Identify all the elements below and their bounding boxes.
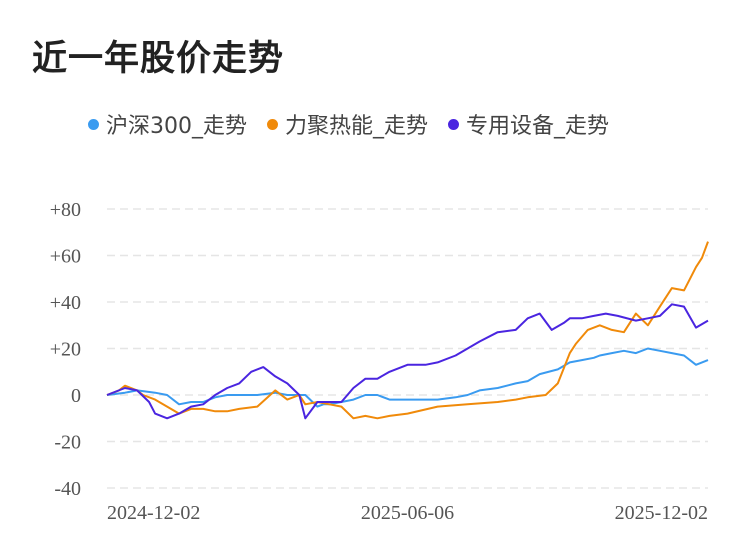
x-tick-label: 2025-12-02 <box>615 502 708 524</box>
y-tick-label: +80 <box>50 199 81 221</box>
legend-label-zhuanyongshebei: 专用设备_走势 <box>466 114 610 139</box>
series-line-lijuredeneng <box>106 241 709 420</box>
y-tick-label: +60 <box>50 246 81 268</box>
x-tick-label: 2025-06-06 <box>361 502 454 524</box>
legend-dot-zhuanyongshebei <box>448 118 460 130</box>
y-tick-label: +40 <box>50 292 81 314</box>
x-tick-label: 2024-12-02 <box>107 502 200 524</box>
grid-layer <box>107 208 708 489</box>
y-tick-label: -20 <box>54 432 81 454</box>
legend-dot-hs300 <box>88 118 99 130</box>
chart-legend: 沪深300_走势 力聚热能_走势 专用设备_走势 <box>88 108 629 140</box>
legend-item-lijuredeneng[interactable]: 力聚热能_走势 <box>267 108 428 140</box>
series-line-hs300 <box>106 347 709 408</box>
series-layer <box>106 241 709 420</box>
legend-item-hs300[interactable]: 沪深300_走势 <box>88 108 247 140</box>
y-tick-label: -40 <box>54 478 81 500</box>
legend-dot-lijuredeneng <box>267 118 278 130</box>
y-axis-ticks: +80 +60 +40 +20 0 -20 -40 <box>50 199 81 500</box>
legend-item-zhuanyongshebei[interactable]: 专用设备_走势 <box>448 108 609 140</box>
y-tick-label: +20 <box>50 339 81 361</box>
x-axis-ticks: 2024-12-02 2025-06-06 2025-12-02 <box>107 502 708 524</box>
legend-label-lijuredeneng: 力聚热能_走势 <box>285 114 429 139</box>
y-tick-label: 0 <box>71 385 81 407</box>
legend-label-hs300: 沪深300_走势 <box>106 114 247 139</box>
page-title: 近一年股价走势 <box>32 39 285 79</box>
series-line-zhuanyongshebei <box>106 303 709 420</box>
